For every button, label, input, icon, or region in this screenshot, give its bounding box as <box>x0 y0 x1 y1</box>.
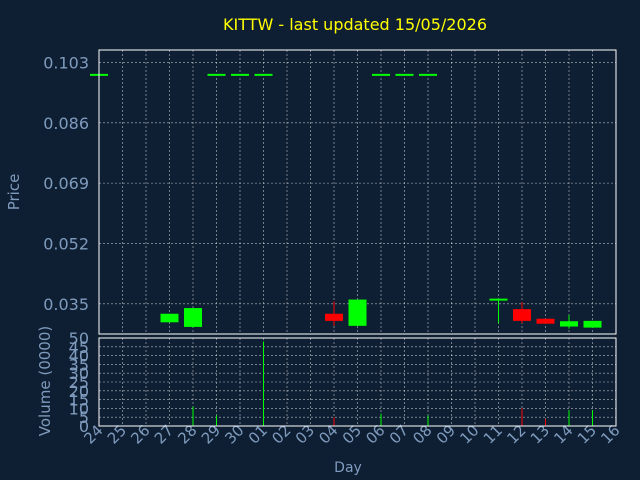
x-tick-label: 13 <box>527 421 553 447</box>
price-tick-label: 0.035 <box>43 295 89 314</box>
volume-tick-label: 35 <box>69 355 89 374</box>
x-tick-label: 29 <box>198 421 224 447</box>
price-tick-label: 0.086 <box>43 114 89 133</box>
x-tick-label: 02 <box>268 421 294 447</box>
x-tick-label: 14 <box>550 421 576 447</box>
candle-body <box>348 299 367 326</box>
x-tick-label: 07 <box>386 421 412 447</box>
volume-tick-label: 45 <box>69 338 89 357</box>
price-tick-label: 0.069 <box>43 174 89 193</box>
volume-tick-label: 50 <box>69 329 89 348</box>
chart-title: KITTW - last updated 15/05/2026 <box>223 15 487 34</box>
volume-tick-label: 0 <box>79 417 89 436</box>
volume-bars <box>192 341 593 426</box>
volume-tick-label: 30 <box>69 364 89 383</box>
volume-panel-border <box>98 337 617 427</box>
x-tick-label: 11 <box>480 421 506 447</box>
x-tick-label: 27 <box>151 421 177 447</box>
volume-axis-label: Volume (0000) <box>36 326 54 436</box>
x-tick-label: 04 <box>315 421 341 447</box>
x-tick-label: 08 <box>409 421 435 447</box>
candle-body <box>536 318 555 324</box>
x-tick-label: 25 <box>104 421 130 447</box>
x-tick-label: 06 <box>362 421 388 447</box>
volume-tick-label: 40 <box>69 347 89 366</box>
candle-body <box>583 320 602 328</box>
candle-body <box>513 309 531 321</box>
volume-tick-label: 15 <box>69 391 89 410</box>
x-tick-label: 03 <box>292 421 318 447</box>
x-tick-label: 05 <box>339 421 365 447</box>
x-tick-label: 28 <box>174 421 200 447</box>
price-panel-border <box>98 49 617 335</box>
volume-tick-label: 20 <box>69 382 89 401</box>
grid <box>98 50 617 427</box>
tick-labels: 2425262728293001020304050607080910111213… <box>43 53 623 447</box>
candle-body <box>325 313 343 321</box>
candle-body <box>560 321 578 327</box>
x-tick-label: 10 <box>456 421 482 447</box>
plot-frame <box>98 49 617 427</box>
x-tick-label: 16 <box>597 421 623 447</box>
x-tick-label: 09 <box>433 421 459 447</box>
x-tick-label: 12 <box>503 421 529 447</box>
volume-tick-label: 10 <box>69 399 89 418</box>
candles <box>90 73 602 329</box>
volume-tick-label: 25 <box>69 373 89 392</box>
x-tick-label: 01 <box>245 421 271 447</box>
candle-body <box>184 308 202 327</box>
x-tick-label: 26 <box>127 421 153 447</box>
price-tick-label: 0.103 <box>43 53 89 72</box>
x-tick-label: 15 <box>574 421 600 447</box>
candle-body <box>160 313 179 323</box>
price-axis-label: Price <box>5 174 23 211</box>
price-tick-label: 0.052 <box>43 234 89 253</box>
x-axis-label: Day <box>334 460 362 476</box>
x-tick-label: 30 <box>221 421 247 447</box>
volume-tick-label: 5 <box>79 408 89 427</box>
